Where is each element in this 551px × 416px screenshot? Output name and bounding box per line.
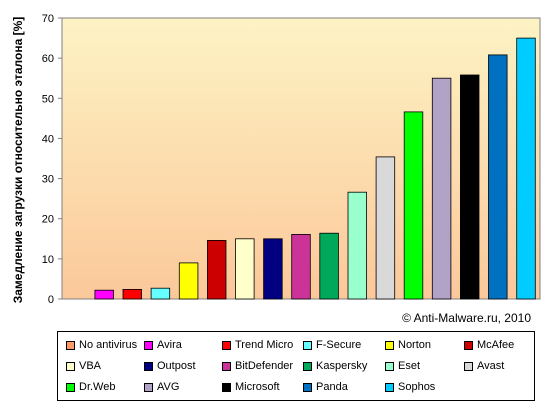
- bar-avg: [431, 77, 452, 300]
- bar-outpost: [263, 238, 283, 300]
- legend-label: Avira: [157, 339, 182, 351]
- legend-swatch: [222, 340, 231, 350]
- legend-item: Panda: [303, 377, 348, 397]
- legend-swatch: [222, 361, 231, 371]
- y-axis: 0 10 20 30 40 50 60 70: [42, 13, 62, 306]
- legend-item: No antivirus: [66, 335, 137, 355]
- legend-swatch: [385, 382, 394, 392]
- y-tick-label: 70: [42, 13, 54, 25]
- bar-eset: [347, 191, 368, 300]
- y-tick-label: 0: [48, 294, 54, 306]
- legend-label: Microsoft: [235, 381, 280, 393]
- legend-item: Kaspersky: [303, 356, 367, 376]
- legend-swatch: [222, 382, 231, 392]
- legend-swatch: [144, 382, 153, 392]
- bar-microsoft: [459, 74, 480, 300]
- bar-bitdefender: [291, 233, 311, 300]
- legend-item: F-Secure: [303, 335, 361, 355]
- legend-label: No antivirus: [79, 339, 138, 351]
- legend-swatch: [303, 340, 312, 350]
- legend-item: Outpost: [144, 356, 196, 376]
- bar-kaspersky: [319, 232, 339, 300]
- legend-label: Trend Micro: [235, 339, 294, 351]
- bar-trend-micro: [122, 288, 143, 300]
- legend-item: VBA: [66, 356, 101, 376]
- legend-item: Eset: [385, 356, 420, 376]
- legend-item: BitDefender: [222, 356, 293, 376]
- legend-label: VBA: [79, 360, 102, 372]
- y-tick-label: 20: [42, 214, 54, 226]
- legend-label: BitDefender: [235, 360, 294, 372]
- legend-swatch: [144, 340, 153, 350]
- legend-label: Avast: [477, 360, 505, 372]
- legend-swatch: [385, 361, 394, 371]
- legend-swatch: [385, 340, 394, 350]
- legend-label: McAfee: [477, 339, 515, 351]
- bars: [94, 37, 536, 300]
- bar-vba: [235, 238, 255, 300]
- bar-norton: [178, 262, 199, 300]
- legend: No antivirus Avira Trend Micro F-Secure Nort…: [57, 331, 535, 401]
- legend-item: Norton: [385, 335, 431, 355]
- legend-item: Dr.Web: [66, 377, 115, 397]
- legend-swatch: [303, 382, 312, 392]
- bar-f-secure: [150, 287, 171, 300]
- legend-label: Dr.Web: [79, 381, 116, 393]
- legend-label: Outpost: [157, 360, 196, 372]
- legend-swatch: [464, 361, 473, 371]
- y-tick-label: 40: [42, 133, 54, 145]
- legend-swatch: [464, 340, 473, 350]
- legend-item: Avira: [144, 335, 182, 355]
- legend-label: Panda: [316, 381, 348, 393]
- legend-swatch: [144, 361, 153, 371]
- y-tick-label: 50: [42, 93, 54, 105]
- legend-label: Norton: [398, 339, 432, 351]
- legend-label: Sophos: [398, 381, 436, 393]
- y-tick-label: 10: [42, 254, 54, 266]
- legend-item: Microsoft: [222, 377, 280, 397]
- legend-label: F-Secure: [316, 339, 362, 351]
- y-tick-label: 30: [42, 174, 54, 186]
- legend-item: AVG: [144, 377, 179, 397]
- bar-avira: [94, 289, 114, 300]
- y-axis-label: Замедление загрузки относительно эталона…: [11, 17, 25, 304]
- legend-item: Avast: [464, 356, 504, 376]
- legend-item: Trend Micro: [222, 335, 293, 355]
- bar-avast: [375, 156, 396, 300]
- copyright-annotation: © Anti-Malware.ru, 2010: [402, 311, 531, 325]
- bar-sophos: [516, 37, 536, 300]
- legend-label: Kaspersky: [316, 360, 368, 372]
- legend-swatch: [66, 361, 75, 371]
- legend-swatch: [303, 361, 312, 371]
- bar-mcafee: [206, 239, 227, 300]
- legend-swatch: [66, 382, 75, 392]
- legend-label: AVG: [157, 381, 180, 393]
- legend-label: Eset: [398, 360, 421, 372]
- y-tick-label: 60: [42, 53, 54, 65]
- bar-dr-web: [403, 111, 424, 300]
- legend-swatch: [66, 340, 75, 350]
- bar-panda: [488, 54, 508, 300]
- legend-item: McAfee: [464, 335, 514, 355]
- legend-item: Sophos: [385, 377, 435, 397]
